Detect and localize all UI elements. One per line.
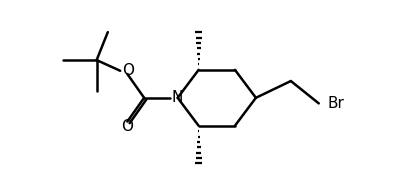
Text: Br: Br [326, 96, 343, 111]
Text: O: O [121, 119, 133, 134]
Text: N: N [171, 90, 183, 105]
Text: O: O [121, 63, 133, 78]
